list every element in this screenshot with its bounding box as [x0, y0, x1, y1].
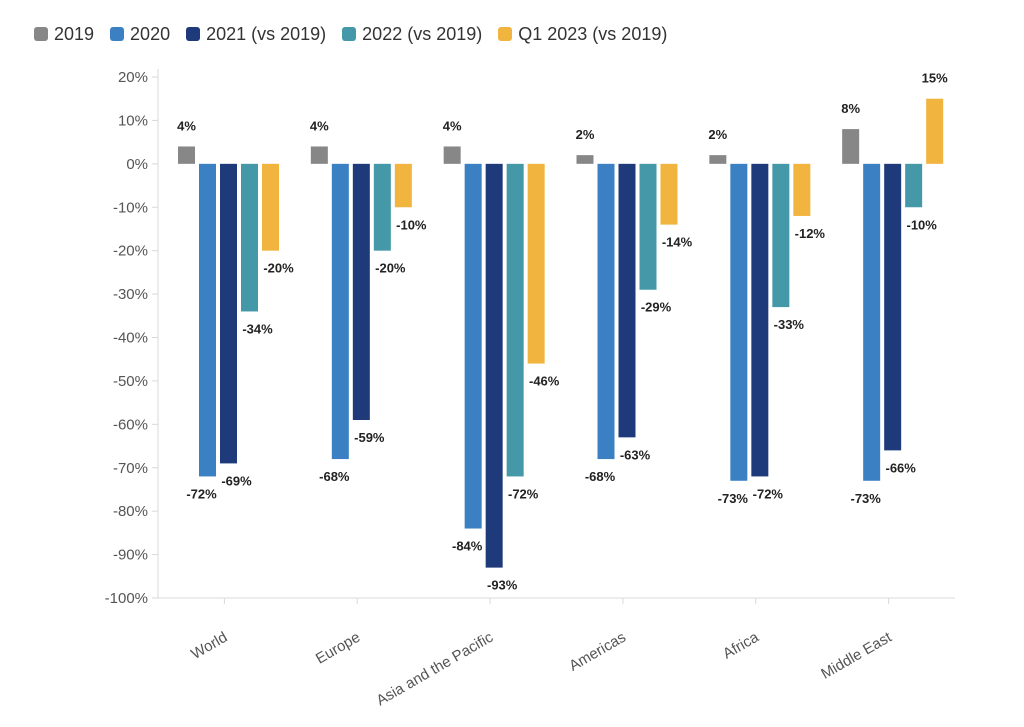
data-label-africa-2019: 2% [708, 127, 727, 142]
y-tick-label: -20% [113, 243, 148, 260]
bar-middle-east-2021-vs-2019 [884, 163, 902, 451]
data-label-asia-and-the-pacific-2019: 4% [443, 118, 462, 133]
data-label-world-2020: -72% [186, 486, 217, 501]
bar-world-2021-vs-2019 [220, 163, 237, 464]
data-label-americas-2021-vs-2019: -63% [620, 447, 651, 462]
legend-item-2020[interactable]: 2020 [110, 24, 170, 45]
data-label-asia-and-the-pacific-2020: -84% [452, 539, 483, 554]
bar-africa-2020 [730, 163, 748, 481]
x-category-label-middle-east: Middle East [818, 628, 895, 682]
legend-label: Q1 2023 (vs 2019) [518, 23, 668, 44]
bar-americas-2022-vs-2019 [639, 163, 657, 290]
bar-europe-2019 [310, 146, 328, 164]
y-tick-label: -80% [113, 503, 148, 520]
bar-middle-east-2019 [842, 129, 860, 164]
legend-swatch [342, 27, 357, 41]
bar-europe-2021-vs-2019 [352, 163, 370, 420]
x-category-label-americas: Americas [566, 629, 629, 675]
bar-americas-2021-vs-2019 [618, 163, 636, 438]
legend-item-2019[interactable]: 2019 [34, 24, 94, 45]
data-label-europe-2021-vs-2019: -59% [354, 430, 385, 445]
bar-asia-and-the-pacific-2020 [464, 163, 482, 529]
y-tick-label: -10% [113, 199, 148, 216]
data-label-world-q1-2023-vs-2019: -20% [263, 261, 294, 276]
bar-middle-east-2022-vs-2019 [905, 163, 923, 208]
data-label-americas-2019: 2% [576, 127, 595, 142]
y-tick-label: -50% [113, 373, 148, 390]
bar-europe-q1-2023-vs-2019 [394, 163, 412, 208]
data-label-world-2019: 4% [177, 118, 196, 133]
data-label-africa-2020: -73% [718, 491, 749, 506]
x-category-label-world: World [188, 629, 230, 663]
bar-asia-and-the-pacific-2019 [443, 146, 461, 164]
x-category-label-africa: Africa [720, 628, 762, 662]
bar-world-2019 [178, 146, 195, 164]
data-label-africa-2022-vs-2019: -33% [774, 317, 805, 332]
data-label-asia-and-the-pacific-q1-2023-vs-2019: -46% [529, 374, 560, 389]
y-tick-label: 0% [126, 156, 148, 173]
data-label-europe-q1-2023-vs-2019: -10% [396, 217, 427, 232]
data-label-americas-2022-vs-2019: -29% [641, 300, 672, 315]
bar-world-q1-2023-vs-2019 [262, 163, 279, 251]
y-tick-label: -90% [113, 547, 148, 564]
bar-africa-2021-vs-2019 [751, 163, 769, 477]
bar-asia-and-the-pacific-2021-vs-2019 [485, 163, 503, 568]
legend-label: 2019 [54, 23, 95, 44]
legend-item-2021-vs-2019[interactable]: 2021 (vs 2019) [186, 24, 326, 45]
legend-swatch [110, 27, 125, 41]
bar-americas-2019 [576, 155, 594, 164]
bar-africa-2019 [709, 155, 727, 164]
data-label-middle-east-q1-2023-vs-2019: 15% [922, 71, 948, 86]
data-label-americas-2020: -68% [585, 469, 616, 484]
y-tick-label: -60% [113, 416, 148, 433]
y-tick-label: 10% [118, 112, 148, 129]
data-label-africa-2021-vs-2019: -72% [753, 486, 784, 501]
data-label-americas-q1-2023-vs-2019: -14% [662, 235, 693, 250]
bar-asia-and-the-pacific-2022-vs-2019 [506, 163, 524, 477]
data-label-europe-2019: 4% [310, 118, 329, 133]
bar-world-2022-vs-2019 [241, 163, 258, 312]
bar-europe-2022-vs-2019 [373, 163, 391, 251]
x-category-label-europe: Europe [313, 629, 363, 668]
data-label-europe-2022-vs-2019: -20% [375, 261, 406, 276]
bar-europe-2020 [331, 163, 349, 460]
data-label-world-2021-vs-2019: -69% [221, 473, 252, 488]
data-label-middle-east-2019: 8% [841, 101, 860, 116]
x-category-label-asia-and-the-pacific: Asia and the Pacific [373, 628, 496, 709]
legend-item-2022-vs-2019[interactable]: 2022 (vs 2019) [342, 24, 482, 45]
legend-swatch [498, 27, 513, 41]
legend-label: 2020 [130, 23, 171, 44]
bar-americas-2020 [597, 163, 615, 460]
bar-africa-2022-vs-2019 [772, 163, 790, 308]
legend: 2019 2020 2021 (vs 2019) 2022 (vs 2019) Q1 2… [34, 20, 683, 48]
data-label-middle-east-2021-vs-2019: -66% [885, 460, 916, 475]
data-label-asia-and-the-pacific-2022-vs-2019: -72% [508, 486, 539, 501]
legend-label: 2022 (vs 2019) [362, 23, 483, 44]
legend-label: 2021 (vs 2019) [206, 23, 327, 44]
y-tick-label: -100% [105, 590, 148, 607]
bar-middle-east-q1-2023-vs-2019 [926, 98, 944, 164]
y-tick-label: -30% [113, 286, 148, 303]
bar-americas-q1-2023-vs-2019 [660, 163, 678, 225]
data-label-europe-2020: -68% [319, 469, 350, 484]
data-label-asia-and-the-pacific-2021-vs-2019: -93% [487, 578, 518, 593]
legend-item-q1-2023-vs-2019[interactable]: Q1 2023 (vs 2019) [498, 24, 667, 45]
bar-africa-q1-2023-vs-2019 [793, 163, 811, 216]
y-tick-label: -70% [113, 460, 148, 477]
bar-world-2020 [199, 163, 216, 477]
y-tick-label: -40% [113, 330, 148, 347]
data-label-middle-east-2022-vs-2019: -10% [906, 217, 937, 232]
bar-asia-and-the-pacific-q1-2023-vs-2019 [527, 163, 545, 364]
bar-middle-east-2020 [863, 163, 881, 481]
data-label-middle-east-2020: -73% [850, 491, 881, 506]
data-label-africa-q1-2023-vs-2019: -12% [795, 226, 826, 241]
y-tick-label: 20% [118, 69, 148, 86]
legend-swatch [186, 27, 201, 41]
data-label-world-2022-vs-2019: -34% [242, 321, 273, 336]
legend-swatch [34, 27, 48, 41]
